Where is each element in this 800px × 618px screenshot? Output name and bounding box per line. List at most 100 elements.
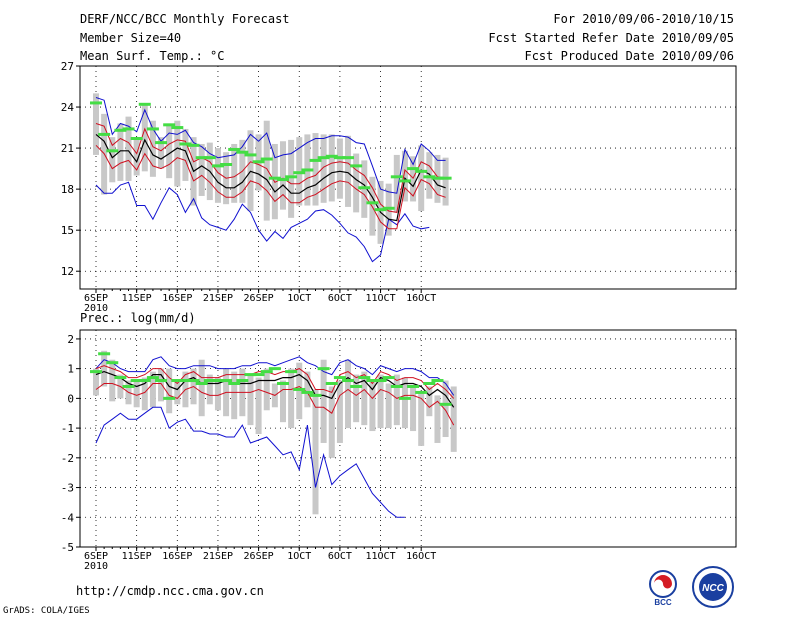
range-bar <box>442 157 449 206</box>
x-tick-label: 16OCT <box>406 293 436 304</box>
x-tick-label: 11OCT <box>365 293 395 304</box>
range-bar <box>149 120 156 177</box>
range-bar <box>117 123 124 181</box>
ncc-logo-text: NCC <box>702 583 724 594</box>
x-tick-label: 16SEP <box>162 551 192 562</box>
chart-panel-1: 12 15 18 21 24 27 6SEP 11SEP 16SEP 21SEP 26SEP 1OCT… <box>61 60 737 314</box>
series-ensemble-mean <box>95 133 446 222</box>
source-url[interactable]: http://cmdp.ncc.cma.gov.cn <box>76 584 264 598</box>
series-ensemble-mean <box>95 370 455 408</box>
range-bar <box>263 368 270 411</box>
range-bar <box>401 377 408 429</box>
x-tick-label: 26SEP <box>244 551 274 562</box>
range-bar <box>450 386 457 452</box>
series-upper-spread <box>95 123 446 213</box>
range-bar <box>263 120 270 221</box>
range-bar <box>328 386 335 458</box>
range-bar <box>141 104 148 172</box>
refer-date: Fcst Started Refer Date 2010/09/05 <box>488 31 734 45</box>
x-tick-label: 6SEP <box>84 293 108 304</box>
y-tick-label: -5 <box>61 541 74 554</box>
precip-panel-title: Prec.: log(mm/d) <box>80 311 196 325</box>
range-bar <box>288 139 295 218</box>
x-tick-label: 16OCT <box>406 551 436 562</box>
range-bar <box>109 137 116 183</box>
series-ensemble-min <box>95 181 430 263</box>
range-bar <box>109 359 116 402</box>
range-bar <box>231 143 238 203</box>
range-bar <box>247 374 254 426</box>
series-lower-spread <box>95 383 455 426</box>
range-bar <box>93 368 99 396</box>
range-bar <box>345 359 352 429</box>
range-bar <box>353 153 360 213</box>
range-bar <box>214 377 221 411</box>
member-size-label: Member Size=40 <box>80 31 182 45</box>
range-bar <box>385 383 392 429</box>
range-bar <box>182 128 189 181</box>
range-bar <box>410 386 417 432</box>
y-tick-label: -4 <box>61 511 75 524</box>
x-tick-label: 6SEP <box>84 551 108 562</box>
range-bar <box>304 371 311 408</box>
x-tick-label: 21SEP <box>203 551 233 562</box>
range-bar <box>214 148 221 203</box>
x-tick-label: 11OCT <box>365 551 395 562</box>
range-bar <box>279 141 286 210</box>
x-tick-label: 26SEP <box>244 293 274 304</box>
range-bar <box>312 133 319 206</box>
series-ensemble-min <box>95 406 405 518</box>
range-bar <box>158 137 165 169</box>
y-tick-label: 1 <box>67 363 74 376</box>
y-tick-label: 27 <box>61 60 74 73</box>
range-bar <box>255 377 262 435</box>
y-tick-label: 15 <box>61 224 74 237</box>
range-bar <box>198 359 205 417</box>
range-bar <box>312 389 319 515</box>
range-bar <box>401 150 408 202</box>
y-tick-label: -3 <box>61 482 74 495</box>
produced-date: Fcst Produced Date 2010/09/06 <box>524 49 734 63</box>
y-tick-label: 18 <box>61 183 74 196</box>
range-bar <box>418 392 425 446</box>
range-bar <box>93 93 99 155</box>
grads-credit: GrADS: COLA/IGES <box>3 606 90 616</box>
plot-frame <box>79 329 737 548</box>
bcc-logo-swirl <box>654 575 672 589</box>
range-bar <box>336 138 343 199</box>
range-bar <box>328 134 335 202</box>
range-bar <box>141 377 148 411</box>
range-bar <box>393 154 400 213</box>
range-bar <box>345 135 352 207</box>
range-bar <box>320 359 327 443</box>
range-bar <box>158 368 165 402</box>
x-tick-label: 6OCT <box>328 551 352 562</box>
range-bar <box>166 123 173 179</box>
chart-title: DERF/NCC/BCC Monthly Forecast <box>80 12 290 26</box>
range-bar <box>125 116 132 181</box>
range-bar <box>418 145 425 212</box>
series-ensemble-max <box>95 356 455 396</box>
ncc-logo: NCC <box>692 566 734 608</box>
plot-frame <box>79 65 737 290</box>
x-tick-label: 1OCT <box>287 551 311 562</box>
range-bar <box>353 374 360 423</box>
range-bar <box>361 371 368 426</box>
forecast-period: For 2010/09/06-2010/10/15 <box>553 12 734 26</box>
range-bar <box>101 350 108 387</box>
ncc-logo-globe <box>699 573 727 601</box>
range-bar <box>231 371 238 420</box>
range-bar <box>166 368 173 414</box>
y-tick-label: -1 <box>61 422 74 435</box>
range-bar <box>133 137 140 176</box>
x-year-label: 2010 <box>84 303 108 314</box>
x-tick-label: 11SEP <box>122 551 152 562</box>
series-lower-spread <box>95 144 446 230</box>
y-tick-label: 0 <box>67 392 74 405</box>
range-bar <box>426 386 433 417</box>
y-tick-label: 12 <box>61 265 74 278</box>
range-bar <box>442 380 449 438</box>
y-tick-label: 2 <box>67 333 74 346</box>
